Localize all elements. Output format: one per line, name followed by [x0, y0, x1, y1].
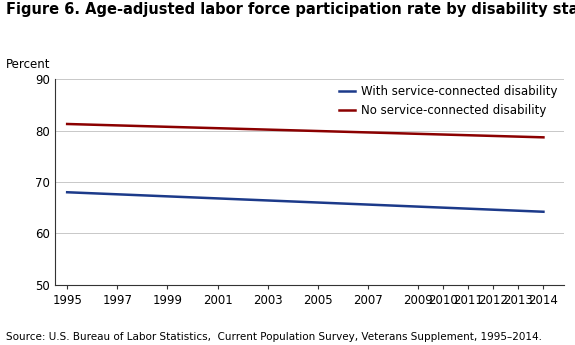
Text: Figure 6. Age-adjusted labor force participation rate by disability status: Figure 6. Age-adjusted labor force parti…	[6, 2, 575, 17]
Text: Source: U.S. Bureau of Labor Statistics,  Current Population Survey, Veterans Su: Source: U.S. Bureau of Labor Statistics,…	[6, 332, 542, 342]
Legend: With service-connected disability, No service-connected disability: With service-connected disability, No se…	[334, 80, 562, 122]
Text: Percent: Percent	[6, 58, 50, 71]
